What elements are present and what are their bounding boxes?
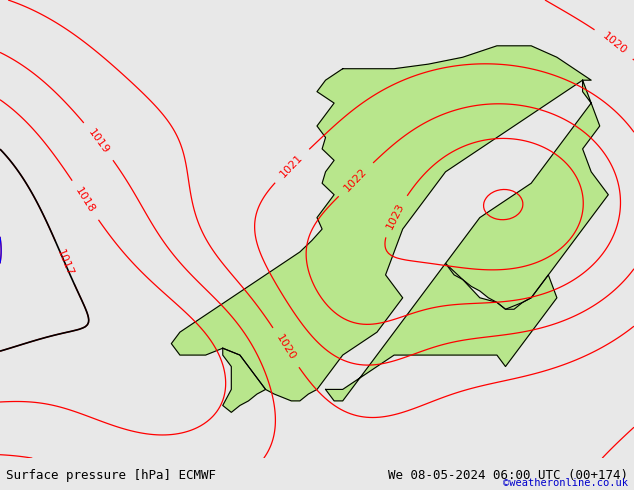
Text: 1018: 1018 xyxy=(74,186,97,215)
Text: Surface pressure [hPa] ECMWF: Surface pressure [hPa] ECMWF xyxy=(6,469,216,482)
Text: ©weatheronline.co.uk: ©weatheronline.co.uk xyxy=(503,478,628,489)
Polygon shape xyxy=(446,80,608,309)
Text: 1020: 1020 xyxy=(600,31,628,56)
Text: 1020: 1020 xyxy=(275,333,297,362)
Text: 1021: 1021 xyxy=(278,152,306,179)
Polygon shape xyxy=(223,348,266,413)
Text: We 08-05-2024 06:00 UTC (00+174): We 08-05-2024 06:00 UTC (00+174) xyxy=(387,469,628,482)
Text: 1017: 1017 xyxy=(55,247,75,277)
Polygon shape xyxy=(326,264,557,401)
Text: 1019: 1019 xyxy=(86,127,111,156)
Text: 1022: 1022 xyxy=(342,166,369,193)
Polygon shape xyxy=(171,46,591,401)
Text: 1023: 1023 xyxy=(384,201,406,231)
